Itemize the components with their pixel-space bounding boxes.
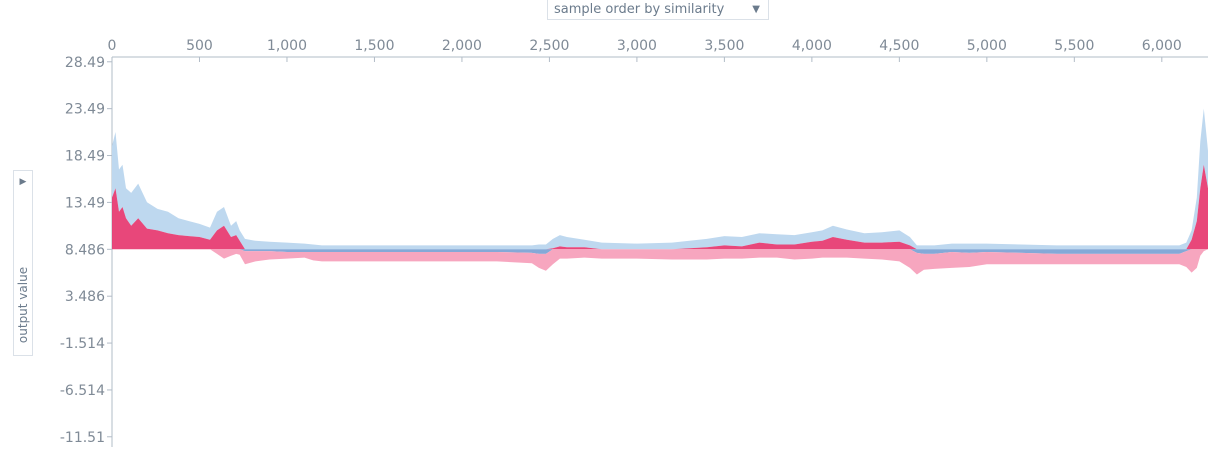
y-tick-label: -11.51 xyxy=(60,430,105,446)
x-tick-label: 6,000 xyxy=(1142,38,1182,54)
y-tick-label: 18.49 xyxy=(65,149,105,165)
chevron-down-icon: ▼ xyxy=(752,4,760,15)
x-tick-label: 4,000 xyxy=(792,38,832,54)
y-tick-label: -1.514 xyxy=(60,336,105,352)
y-tick-label: 3.486 xyxy=(65,289,105,305)
x-tick-label: 2,500 xyxy=(529,38,569,54)
x-tick-label: 3,000 xyxy=(617,38,657,54)
chevron-right-icon: ▶ xyxy=(19,177,27,187)
x-tick-label: 0 xyxy=(108,38,117,54)
negative-effect-area xyxy=(112,249,1208,254)
positive-effect-lower-band xyxy=(112,249,1208,275)
y-tick-label: 28.49 xyxy=(65,55,105,71)
y-tick-label: 23.49 xyxy=(65,102,105,118)
x-tick-label: 5,500 xyxy=(1054,38,1094,54)
output-value-select[interactable]: ▶ output value xyxy=(13,170,33,356)
x-tick-label: 4,500 xyxy=(879,38,919,54)
x-tick-label: 2,000 xyxy=(442,38,482,54)
x-tick-label: 500 xyxy=(186,38,213,54)
plot-areas xyxy=(112,108,1208,275)
positive-effect-area xyxy=(112,164,1208,250)
y-tick-label: 13.49 xyxy=(65,195,105,211)
y-tick-label: -6.514 xyxy=(60,383,105,399)
sample-order-select-value: sample order by similarity xyxy=(554,2,725,17)
x-tick-label: 1,000 xyxy=(267,38,307,54)
y-tick-label: 8.486 xyxy=(65,242,105,258)
x-axis: 0 500 1,000 1,500 2,000 2,500 3,000 3,500 4,000 4… xyxy=(108,38,1208,62)
sample-order-select[interactable]: sample order by similarity ▼ xyxy=(547,0,769,20)
x-tick-label: 1,500 xyxy=(354,38,394,54)
x-tick-label: 3,500 xyxy=(704,38,744,54)
y-axis: 28.49 23.49 18.49 13.49 8.486 3.486 -1.514 -6.5… xyxy=(60,55,113,447)
x-tick-label: 5,000 xyxy=(967,38,1007,54)
negative-effect-upper-band xyxy=(112,108,1208,250)
